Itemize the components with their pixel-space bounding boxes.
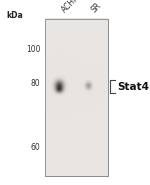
- Bar: [45, 18, 108, 176]
- Text: 100: 100: [26, 46, 40, 54]
- Text: ACHN: ACHN: [60, 0, 82, 15]
- Text: Stat4: Stat4: [118, 82, 150, 92]
- Text: 80: 80: [31, 79, 40, 88]
- Text: SR: SR: [90, 1, 104, 15]
- Text: 60: 60: [31, 144, 40, 152]
- Bar: [45, 18, 108, 176]
- Text: kDa: kDa: [7, 11, 23, 20]
